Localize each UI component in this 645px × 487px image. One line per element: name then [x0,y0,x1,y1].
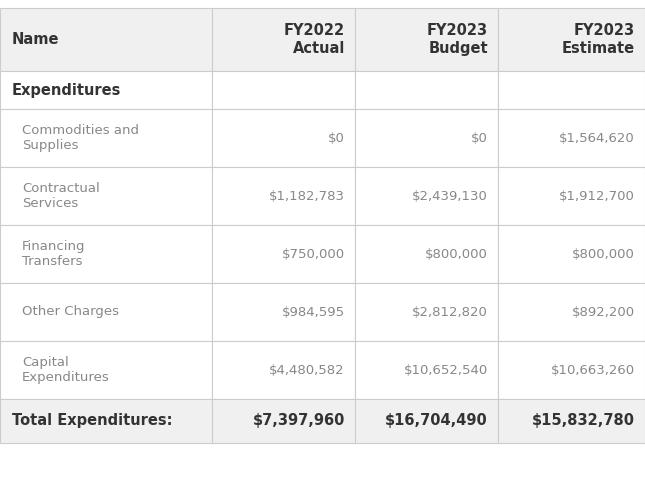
Bar [212,8,355,71]
Text: $892,200: $892,200 [572,305,635,318]
Bar [212,167,355,225]
Text: $2,439,130: $2,439,130 [412,189,488,203]
Text: $0: $0 [471,131,488,145]
Text: $10,652,540: $10,652,540 [404,363,488,376]
Text: Total Expenditures:: Total Expenditures: [12,413,172,429]
Bar [498,283,645,341]
Bar [0,341,212,399]
Bar [0,167,212,225]
Bar [355,341,498,399]
Text: $750,000: $750,000 [282,247,345,261]
Text: $4,480,582: $4,480,582 [270,363,345,376]
Bar [498,71,645,109]
Bar [0,225,212,283]
Text: $7,397,960: $7,397,960 [253,413,345,429]
Text: $15,832,780: $15,832,780 [532,413,635,429]
Bar [498,109,645,167]
Text: Contractual
Services: Contractual Services [22,182,100,210]
Bar [355,109,498,167]
Text: Commodities and
Supplies: Commodities and Supplies [22,124,139,152]
Bar [355,399,498,443]
Bar [355,8,498,71]
Text: $1,912,700: $1,912,700 [559,189,635,203]
Text: $800,000: $800,000 [425,247,488,261]
Bar [498,399,645,443]
Bar [0,283,212,341]
Text: $800,000: $800,000 [572,247,635,261]
Bar [212,283,355,341]
Bar [355,283,498,341]
Bar [355,71,498,109]
Text: $1,182,783: $1,182,783 [269,189,345,203]
Bar [498,225,645,283]
Text: Other Charges: Other Charges [22,305,119,318]
Bar [355,225,498,283]
Text: Capital
Expenditures: Capital Expenditures [22,356,110,384]
Text: $984,595: $984,595 [282,305,345,318]
Text: $16,704,490: $16,704,490 [385,413,488,429]
Text: FY2023
Budget: FY2023 Budget [427,23,488,56]
Bar [212,399,355,443]
Bar [212,71,355,109]
Bar [0,8,212,71]
Text: $2,812,820: $2,812,820 [412,305,488,318]
Bar [0,71,212,109]
Text: $1,564,620: $1,564,620 [559,131,635,145]
Bar [212,109,355,167]
Text: $0: $0 [328,131,345,145]
Bar [212,225,355,283]
Text: $10,663,260: $10,663,260 [551,363,635,376]
Bar [0,399,212,443]
Bar [498,341,645,399]
Bar [498,167,645,225]
Text: Expenditures: Expenditures [12,82,121,97]
Text: Financing
Transfers: Financing Transfers [22,240,86,268]
Bar [355,167,498,225]
Bar [0,109,212,167]
Text: Name: Name [12,32,59,47]
Bar [498,8,645,71]
Text: FY2023
Estimate: FY2023 Estimate [562,23,635,56]
Bar [212,341,355,399]
Text: FY2022
Actual: FY2022 Actual [284,23,345,56]
